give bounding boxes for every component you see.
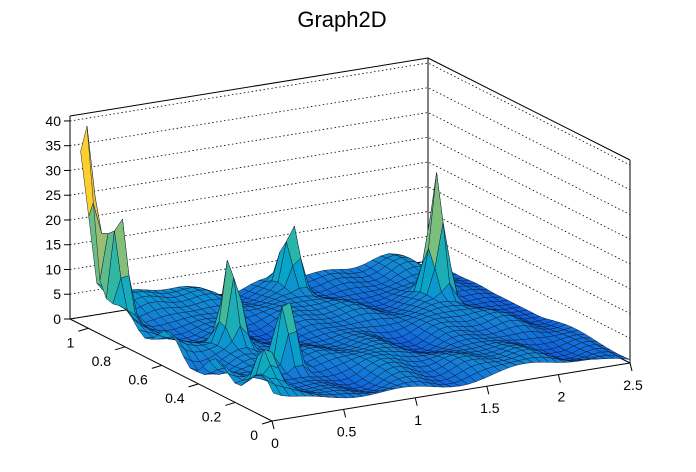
y-tick: [78, 327, 89, 332]
z-tick-label: 30: [45, 162, 61, 178]
y-tick-label: 0.8: [92, 353, 112, 369]
grid-line: [69, 235, 631, 339]
x-tick-label: 2: [558, 389, 566, 405]
y-tick: [261, 420, 273, 425]
x-tick-label: 1: [414, 412, 422, 428]
surface-plot: [80, 125, 631, 399]
y-tick-label: 0.6: [128, 371, 148, 387]
y-tick: [151, 364, 162, 369]
grid-line: [69, 62, 631, 166]
y-axis: 0 0.2 0.4 0.6 0.8 1: [67, 327, 273, 443]
x-tick: [414, 397, 418, 406]
x-tick: [629, 362, 633, 372]
z-tick-label: 0: [53, 311, 61, 327]
x-tick: [343, 409, 347, 418]
x-tick-label: 2.5: [623, 377, 643, 393]
z-tick-label: 5: [53, 286, 61, 302]
frame-line: [69, 318, 273, 422]
z-tick-label: 25: [45, 187, 61, 203]
x-tick-label: 1.5: [480, 400, 500, 416]
grid-line: [69, 112, 631, 215]
surface-cell: [80, 125, 96, 217]
z-axis: 0 5 10 15 20 25 30 35 40: [45, 113, 71, 327]
x-tick: [486, 386, 490, 395]
grid-line: [69, 211, 631, 314]
z-tick-label: 35: [45, 138, 61, 154]
y-tick-label: 0.4: [165, 390, 185, 406]
grid-line: [69, 186, 631, 290]
y-tick-label: 1: [67, 334, 75, 350]
grid-line: [69, 136, 631, 240]
x-tick-label: 0.5: [337, 423, 357, 439]
frame-line: [427, 57, 631, 161]
grid-line: [69, 87, 631, 191]
x-tick: [557, 374, 561, 383]
y-tick-label: 0: [250, 427, 258, 443]
x-tick: [271, 420, 275, 430]
y-tick: [225, 401, 236, 406]
z-tick-label: 10: [45, 261, 61, 277]
z-tick-label: 15: [45, 237, 61, 253]
grid-line: [69, 161, 631, 265]
x-tick-label: 0: [271, 435, 279, 451]
frame-line: [271, 362, 631, 422]
y-tick-label: 0.2: [202, 408, 222, 424]
z-tick-label: 40: [45, 113, 61, 129]
surface-cell: [266, 379, 282, 396]
x-axis: 0 0.5 1 1.5 2 2.5: [271, 362, 643, 451]
y-tick: [114, 346, 126, 351]
z-tick-label: 20: [45, 212, 61, 228]
frame-line: [69, 57, 429, 117]
chart-title: Graph2D: [297, 7, 386, 32]
y-tick: [188, 383, 199, 388]
